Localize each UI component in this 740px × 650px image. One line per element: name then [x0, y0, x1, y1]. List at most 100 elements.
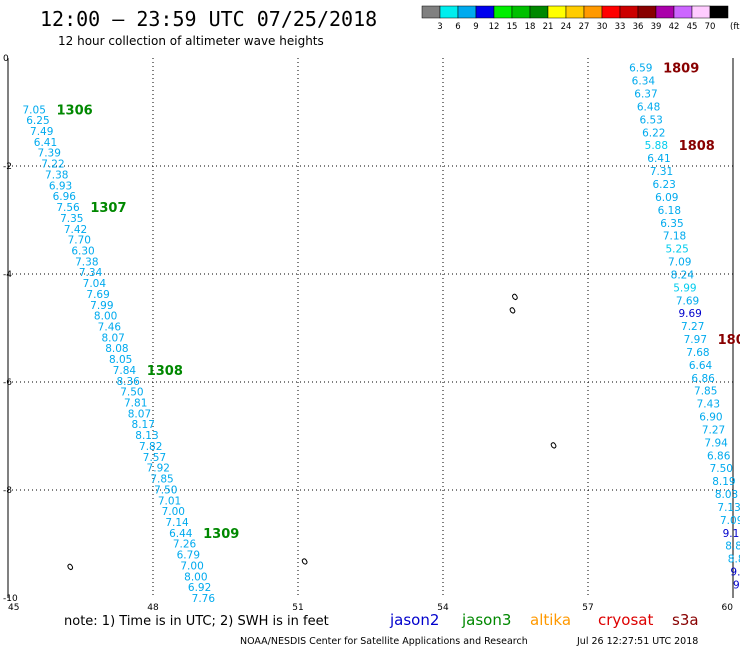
- scale-swatch: [709, 5, 729, 19]
- swh-value: 7.05: [23, 104, 46, 116]
- swh-value: 7.57: [143, 452, 166, 464]
- units-note: note: 1) Time is in UTC; 2) SWH is in fe…: [64, 614, 329, 629]
- swh-value: 6.25: [26, 115, 49, 127]
- scale-swatch: [601, 5, 621, 19]
- pass-time-label: 1308: [147, 364, 183, 379]
- scale-swatch: [511, 5, 531, 19]
- y-tick-label: -8: [3, 486, 12, 496]
- swh-value: 6.37: [634, 89, 657, 101]
- map-area: 45 48 51 54 57 600-2-4-6-8-10 7.056.257.496.4…: [3, 54, 740, 613]
- swh-value: 7.99: [90, 300, 113, 312]
- scale-label: 9: [473, 22, 478, 32]
- swh-value: 7.22: [41, 159, 64, 171]
- swh-value: 7.50: [710, 463, 733, 475]
- swh-value: 6.86: [691, 373, 715, 385]
- swh-value: 7.97: [684, 334, 707, 346]
- swh-value: 7.69: [86, 289, 109, 301]
- swh-value: 6.35: [660, 218, 683, 230]
- y-tick-label: 0: [3, 54, 9, 64]
- x-tick-label: 45: [8, 603, 19, 613]
- swh-value: 6.90: [699, 412, 722, 424]
- swh-value: 7.56: [56, 202, 80, 214]
- swh-value: 8.8: [728, 554, 740, 566]
- swh-value: 6.09: [655, 192, 678, 204]
- scale-swatch: [547, 5, 567, 19]
- scale-label: 42: [669, 22, 680, 32]
- map-subtitle: 12 hour collection of altimeter wave hei…: [58, 34, 324, 48]
- scale-label: 45: [687, 22, 698, 32]
- x-tick-label: 51: [292, 603, 303, 613]
- swh-value: 7.01: [158, 495, 181, 507]
- swh-value: 7.82: [139, 441, 162, 453]
- swh-value: 8.24: [671, 269, 695, 281]
- swh-value: 9.69: [678, 308, 701, 320]
- scale-swatch: [655, 5, 675, 19]
- swh-value: 7.94: [704, 437, 728, 449]
- swh-value: 7.43: [697, 399, 720, 411]
- swh-value: 7.35: [60, 213, 83, 225]
- scale-swatch: [475, 5, 495, 19]
- swh-value: 7.46: [98, 322, 122, 334]
- swh-value: 7.92: [147, 463, 170, 475]
- x-tick-label: 54: [437, 603, 449, 613]
- swh-value: 7.85: [150, 474, 173, 486]
- pass-time-label: 1306: [57, 103, 93, 118]
- swh-value: 7.13: [717, 502, 740, 514]
- scale-swatch: [619, 5, 639, 19]
- swh-value: 9.89: [733, 580, 740, 592]
- swh-value: 9.1: [723, 528, 740, 540]
- island-seychelles-north: [511, 293, 518, 301]
- swh-value: 6.86: [707, 450, 731, 462]
- swh-value: 6.22: [642, 127, 665, 139]
- swh-value: 8.19: [712, 476, 735, 488]
- swh-value: 6.53: [639, 114, 662, 126]
- swh-value: 7.09: [720, 515, 740, 527]
- swh-value: 6.96: [53, 191, 77, 203]
- swh-value: 7.49: [30, 126, 53, 138]
- pass-time-label: 1309: [203, 527, 239, 542]
- swh-value: 7.38: [45, 169, 68, 181]
- swh-value: 7.84: [113, 365, 137, 377]
- swh-value: 7.26: [173, 539, 197, 551]
- legend-jason2: jason2: [389, 611, 439, 629]
- scale-label: 21: [543, 22, 554, 32]
- swh-value: 7.69: [676, 295, 699, 307]
- island-seychelles-mahe: [509, 307, 516, 314]
- swh-value: 6.30: [71, 245, 94, 257]
- swh-value: 7.27: [702, 424, 725, 436]
- swh-value: 7.34: [79, 267, 103, 279]
- swh-value: 7.50: [120, 387, 143, 399]
- swh-value: 7.00: [180, 560, 203, 572]
- swh-value: 7.27: [681, 321, 704, 333]
- swh-value: 8.05: [109, 354, 132, 366]
- satellite-tracks: 7.056.257.496.417.397.227.386.936.967.56…: [23, 62, 740, 605]
- swh-value: 8.00: [94, 311, 117, 323]
- swh-value: 5.99: [673, 282, 696, 294]
- y-tick-label: -2: [3, 162, 12, 172]
- swh-value: 6.93: [49, 180, 72, 192]
- y-tick-label: -10: [3, 594, 18, 604]
- swh-value: 9.97: [730, 567, 740, 579]
- swh-value: 7.76: [192, 593, 216, 605]
- swh-value: 7.14: [165, 517, 189, 529]
- legend-s3a: s3a: [672, 611, 699, 629]
- scale-label: 3: [437, 22, 442, 32]
- swh-value: 5.88: [645, 140, 668, 152]
- swh-value: 7.31: [650, 166, 673, 178]
- swh-value: 7.50: [154, 484, 177, 496]
- scale-unit: (ft): [730, 22, 740, 32]
- swh-value: 5.25: [665, 244, 688, 256]
- swh-value: 7.85: [694, 386, 717, 398]
- swh-value: 7.00: [162, 506, 185, 518]
- islands: [67, 293, 557, 571]
- pass-time-label: 1307: [90, 201, 126, 216]
- swh-value: 7.68: [686, 347, 709, 359]
- swh-value: 6.44: [169, 528, 193, 540]
- swh-value: 7.38: [75, 256, 98, 268]
- scale-label: 6: [455, 22, 460, 32]
- island-farquhar: [301, 558, 308, 565]
- grid-lines: [8, 58, 733, 598]
- swh-value: 7.42: [64, 224, 87, 236]
- y-tick-label: -4: [3, 270, 12, 280]
